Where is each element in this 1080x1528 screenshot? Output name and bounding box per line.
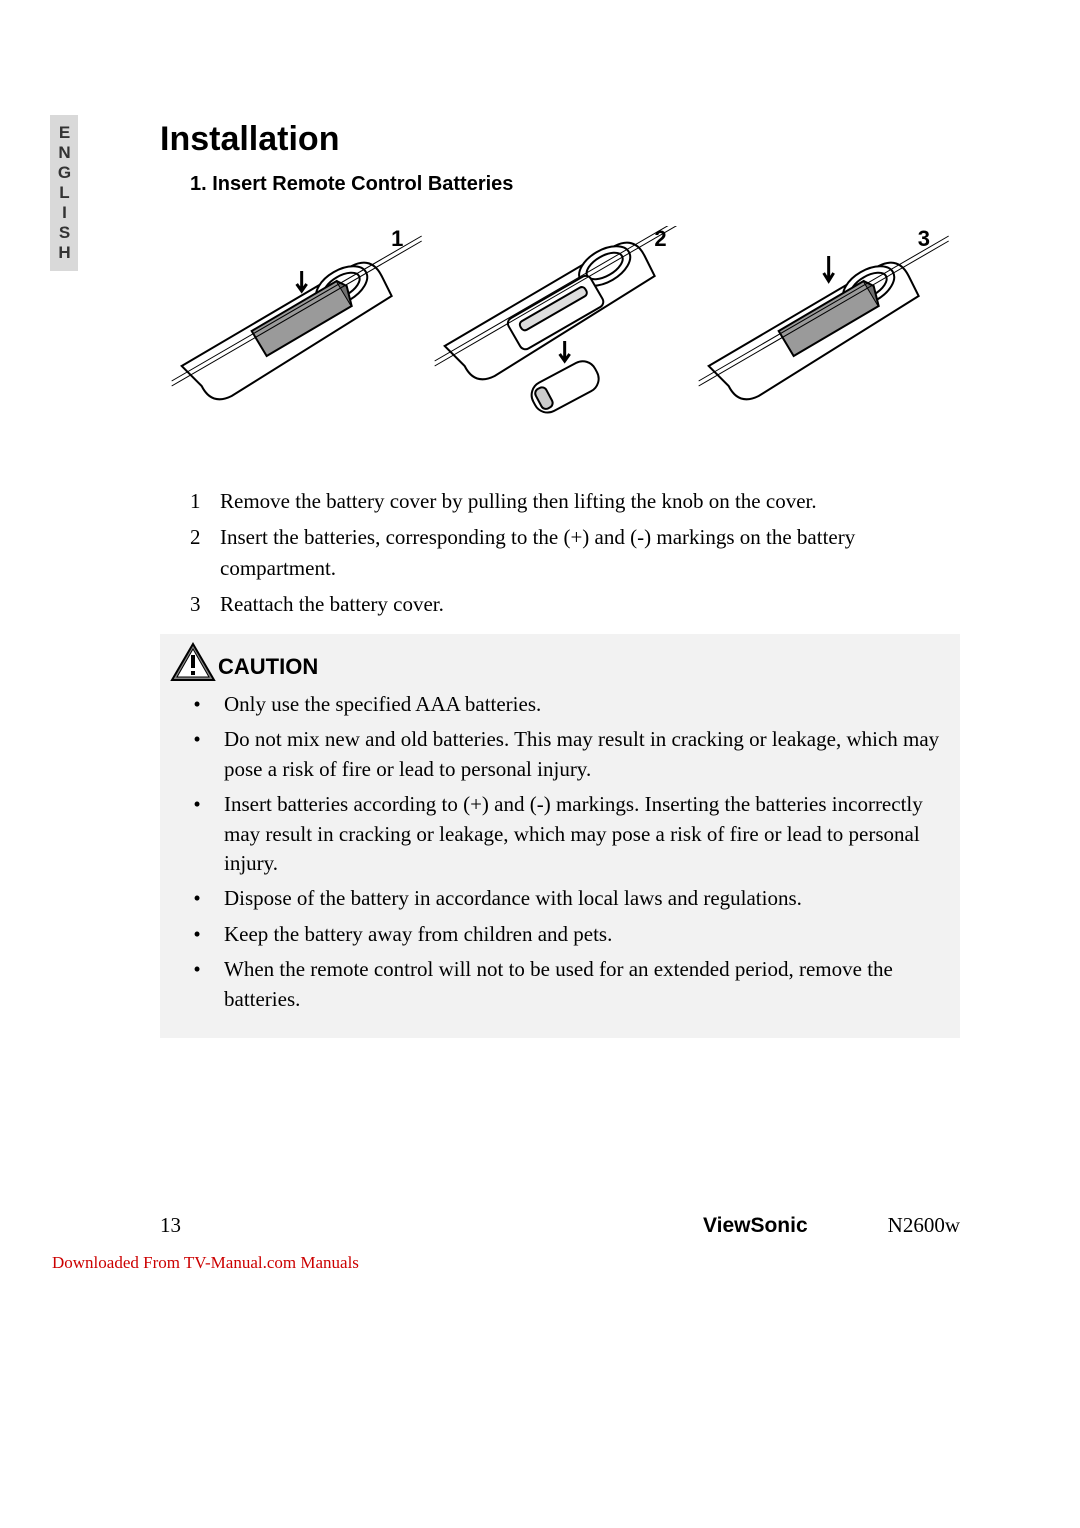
caution-item: •Do not mix new and old batteries. This … <box>170 725 950 784</box>
diagram-number: 2 <box>654 226 666 252</box>
bullet-icon: • <box>170 725 224 784</box>
step-text: Reattach the battery cover. <box>220 589 444 621</box>
caution-header: CAUTION <box>170 642 950 682</box>
caution-title: CAUTION <box>218 654 318 682</box>
model-name: N2600w <box>888 1213 960 1238</box>
step-text: Remove the battery cover by pulling then… <box>220 486 817 518</box>
language-tab: ENGLISH <box>50 115 78 271</box>
remote-illustration-2 <box>433 226 696 426</box>
caution-item: •Insert batteries according to (+) and (… <box>170 790 950 878</box>
caution-item: •When the remote control will not to be … <box>170 955 950 1014</box>
bullet-icon: • <box>170 955 224 1014</box>
diagram-row: 1 2 <box>160 226 960 426</box>
diagram-step-1: 1 <box>170 226 433 426</box>
caution-item: •Keep the battery away from children and… <box>170 920 950 949</box>
diagram-number: 1 <box>391 226 403 252</box>
section-subheading: 1. Insert Remote Control Batteries <box>190 173 960 196</box>
caution-list: •Only use the specified AAA batteries. •… <box>170 690 950 1014</box>
instruction-steps: 1Remove the battery cover by pulling the… <box>190 486 960 620</box>
remote-illustration-1 <box>170 226 433 426</box>
download-source-link[interactable]: Downloaded From TV-Manual.com Manuals <box>52 1253 359 1273</box>
caution-text: Keep the battery away from children and … <box>224 920 612 949</box>
bullet-icon: • <box>170 884 224 913</box>
step-number: 1 <box>190 486 220 518</box>
caution-item: •Dispose of the battery in accordance wi… <box>170 884 950 913</box>
brand-name: ViewSonic <box>703 1214 808 1238</box>
caution-text: Only use the specified AAA batteries. <box>224 690 541 719</box>
bullet-icon: • <box>170 690 224 719</box>
caution-text: Do not mix new and old batteries. This m… <box>224 725 950 784</box>
page-number: 13 <box>160 1213 181 1238</box>
bullet-icon: • <box>170 920 224 949</box>
step-number: 3 <box>190 589 220 621</box>
page-heading: Installation <box>160 120 960 159</box>
caution-block: CAUTION •Only use the specified AAA batt… <box>160 634 960 1038</box>
caution-text: When the remote control will not to be u… <box>224 955 950 1014</box>
step-item: 2Insert the batteries, corresponding to … <box>190 522 960 585</box>
diagram-step-3: 3 <box>697 226 960 426</box>
diagram-step-2: 2 <box>433 226 696 426</box>
caution-text: Dispose of the battery in accordance wit… <box>224 884 802 913</box>
step-number: 2 <box>190 522 220 585</box>
page-footer: 13 ViewSonic N2600w <box>160 1213 960 1238</box>
step-text: Insert the batteries, corresponding to t… <box>220 522 960 585</box>
manual-page: ENGLISH Installation 1. Insert Remote Co… <box>0 0 1080 1528</box>
warning-icon <box>170 642 216 682</box>
caution-text: Insert batteries according to (+) and (-… <box>224 790 950 878</box>
remote-illustration-3 <box>697 226 960 426</box>
bullet-icon: • <box>170 790 224 878</box>
diagram-number: 3 <box>918 226 930 252</box>
step-item: 3Reattach the battery cover. <box>190 589 960 621</box>
step-item: 1Remove the battery cover by pulling the… <box>190 486 960 518</box>
caution-item: •Only use the specified AAA batteries. <box>170 690 950 719</box>
